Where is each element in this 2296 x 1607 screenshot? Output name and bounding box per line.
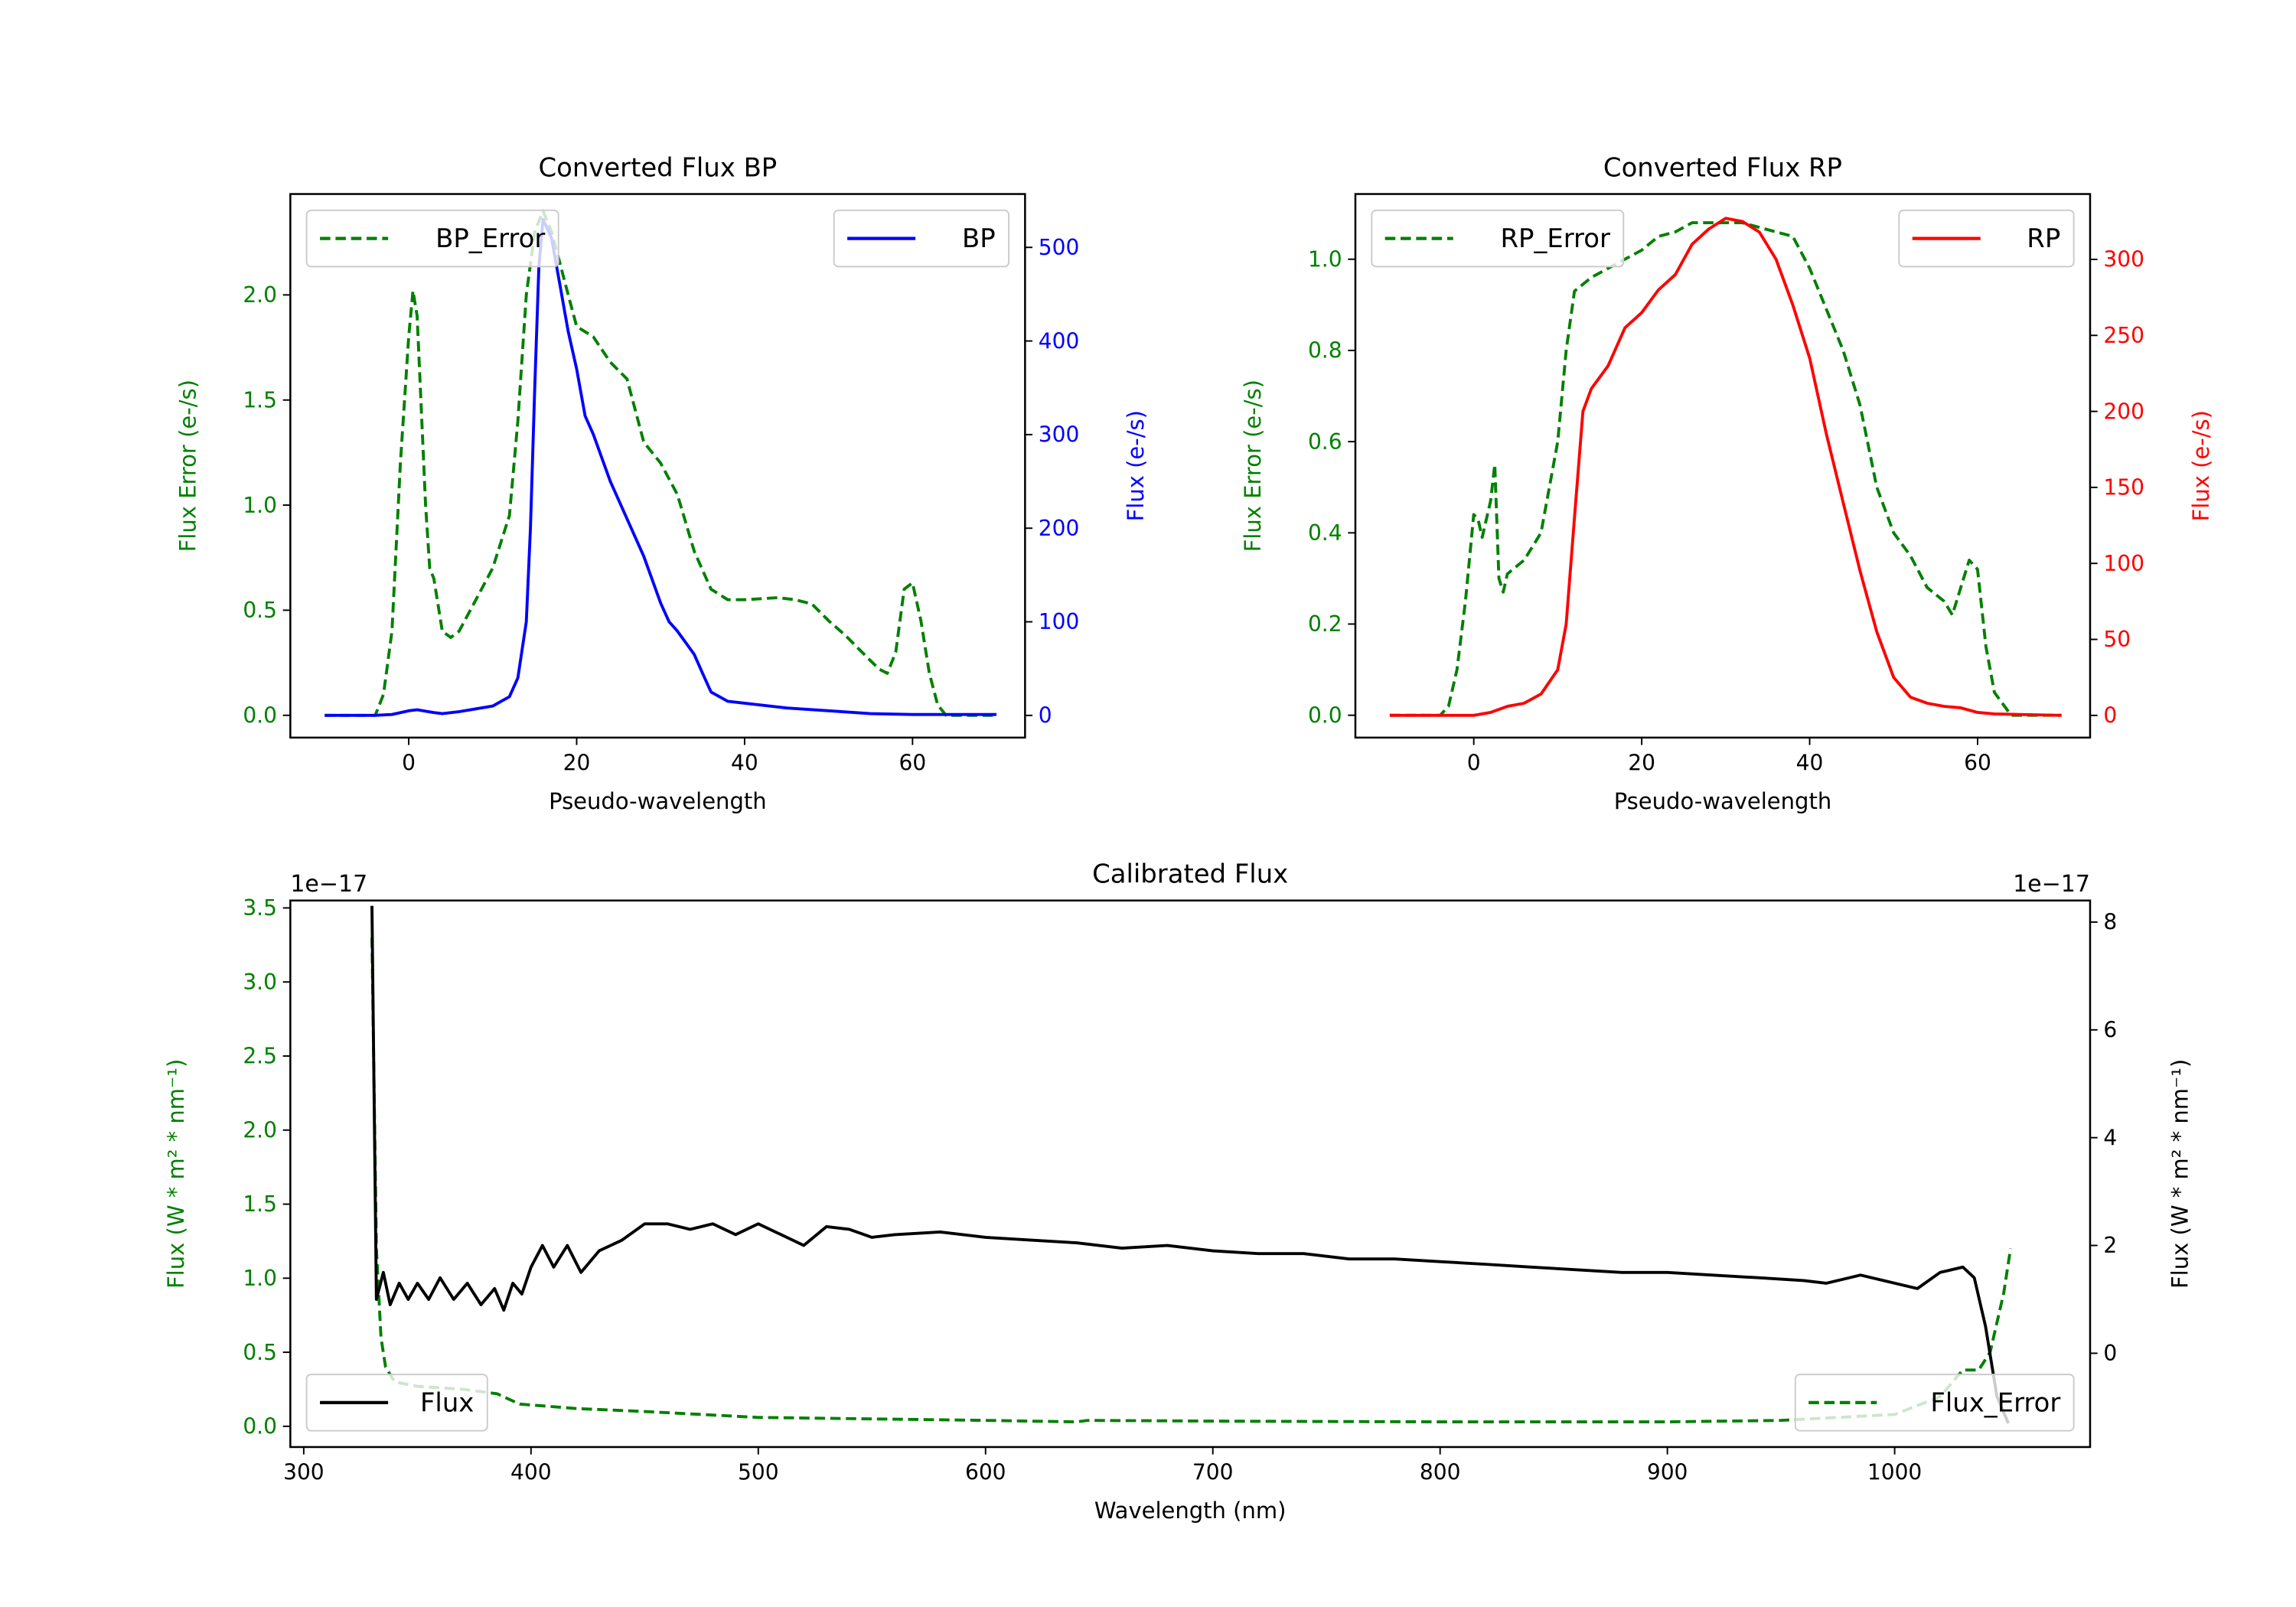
legend-box [1898, 209, 2075, 268]
y-left-tick-label: 2.0 [243, 282, 277, 308]
legend-box [1794, 1374, 2075, 1432]
x-tick-label: 60 [899, 750, 926, 775]
x-tick-label: 900 [1647, 1460, 1688, 1485]
y-right-tick-label: 300 [2103, 247, 2144, 272]
legend-label: BP_Error [435, 223, 545, 253]
y-right-tick-label: 100 [1039, 609, 1080, 634]
legend-box [305, 209, 559, 268]
y-right-tick-label: 0 [2103, 1341, 2117, 1366]
y-right-tick-label: 50 [2103, 627, 2131, 652]
x-tick-label: 700 [1192, 1460, 1234, 1485]
legend-bp-error: BP_Error [305, 209, 559, 268]
y-left-tick-label: 3.5 [243, 895, 277, 921]
legend-label: Flux_Error [1930, 1388, 2060, 1418]
x-tick-label: 20 [1628, 750, 1655, 775]
y-right-tick-label: 500 [1039, 235, 1080, 260]
legend-rp-error: RP_Error [1371, 209, 1625, 268]
legend-label: Flux [420, 1388, 474, 1418]
series-bp [325, 217, 997, 717]
axes-frame [289, 899, 2092, 1449]
x-axis-label: Pseudo-wavelength [1614, 788, 1832, 814]
y-left-tick-label: 3.0 [243, 970, 277, 995]
legend-box [1371, 209, 1625, 268]
y-right-tick-label: 6 [2103, 1017, 2117, 1042]
x-tick-label: 0 [402, 750, 416, 775]
x-tick-label: 300 [283, 1460, 325, 1485]
axes-frame [1354, 193, 2092, 739]
y-left-tick-label: 0.0 [243, 1414, 277, 1439]
x-tick-label: 0 [1467, 750, 1481, 775]
y-left-tick-label: 0.2 [1308, 611, 1342, 637]
y-right-tick-label: 0 [1039, 703, 1052, 729]
y-right-tick-label: 300 [1039, 422, 1080, 448]
legend-label: RP [2027, 223, 2060, 253]
x-tick-label: 60 [1964, 750, 1991, 775]
y-right-axis-label: Flux (W * m² * nm⁻¹) [2167, 1059, 2193, 1289]
x-tick-label: 800 [1420, 1460, 1461, 1485]
x-tick-label: 600 [965, 1460, 1006, 1485]
legend-flux: Flux [305, 1374, 488, 1432]
y-right-axis-label: Flux (e-/s) [2188, 410, 2214, 521]
y-right-tick-label: 150 [2103, 475, 2144, 500]
y-right-tick-label: 4 [2103, 1125, 2117, 1150]
series-bp-error [325, 209, 997, 717]
y-right-tick-label: 200 [2103, 399, 2144, 424]
chart-title: Calibrated Flux [1092, 859, 1288, 889]
legend-box [833, 209, 1010, 268]
y-left-tick-label: 0.5 [243, 1340, 277, 1365]
chart-cal: 300 400 500 600 700 800 900 1000 0.0 0.5 1.0 1.5 2.0… [163, 859, 2193, 1524]
x-tick-label: 400 [510, 1460, 552, 1485]
y-right-tick-label: 8 [2103, 910, 2117, 935]
chart-title: Converted Flux RP [1603, 152, 1842, 182]
y-left-tick-label: 0.5 [243, 598, 277, 623]
y-right-offset-text: 1e−17 [2013, 871, 2090, 898]
x-tick-label: 500 [738, 1460, 779, 1485]
y-right-tick-label: 100 [2103, 551, 2144, 576]
y-left-tick-label: 2.0 [243, 1117, 277, 1143]
y-left-tick-label: 1.0 [243, 493, 277, 518]
y-left-tick-label: 0.8 [1308, 338, 1342, 363]
y-right-tick-label: 200 [1039, 516, 1080, 541]
y-left-tick-label: 2.5 [243, 1044, 277, 1069]
chart-title: Converted Flux BP [538, 152, 777, 182]
y-left-tick-label: 1.5 [243, 387, 277, 412]
y-left-axis-label: Flux Error (e-/s) [1240, 380, 1266, 552]
series-rp [1389, 217, 2062, 717]
y-right-axis-label: Flux (e-/s) [1123, 410, 1149, 521]
y-right-tick-label: 400 [1039, 328, 1080, 354]
series-rp-error [1389, 221, 2062, 717]
legend-rp: RP [1898, 209, 2075, 268]
y-left-tick-label: 0.0 [1308, 702, 1342, 728]
y-right-tick-label: 0 [2103, 703, 2117, 729]
y-left-tick-label: 1.5 [243, 1191, 277, 1217]
y-right-tick-label: 250 [2103, 323, 2144, 348]
x-tick-label: 20 [563, 750, 591, 775]
legend-label: RP_Error [1500, 223, 1609, 253]
series-flux-error [370, 937, 2012, 1423]
y-left-tick-label: 0.6 [1308, 429, 1342, 455]
x-tick-label: 40 [1796, 750, 1824, 775]
x-tick-label: 40 [731, 750, 758, 775]
chart-rp: 0 20 40 60 0.0 0.2 0.4 0.6 0.8 1.0 0 50 100 150 200 250… [1240, 152, 2214, 813]
chart-bp: 0 20 40 60 0.0 0.5 1.0 1.5 2.0 0 100 200 300 400 500 Co… [174, 152, 1149, 813]
y-left-tick-label: 1.0 [1308, 246, 1342, 272]
legend-flux-error: Flux_Error [1794, 1374, 2075, 1432]
axes-frame [289, 193, 1026, 739]
y-left-axis-label: Flux Error (e-/s) [174, 380, 201, 552]
y-left-axis-label: Flux (W * m² * nm⁻¹) [163, 1059, 189, 1289]
y-left-tick-label: 1.0 [243, 1266, 277, 1291]
y-right-tick-label: 2 [2103, 1233, 2117, 1258]
x-axis-label: Wavelength (nm) [1094, 1498, 1287, 1524]
series-flux [370, 905, 2010, 1424]
y-left-offset-text: 1e−17 [290, 871, 367, 898]
y-left-tick-label: 0.0 [243, 702, 277, 728]
legend-box [305, 1374, 488, 1432]
x-tick-label: 1000 [1867, 1460, 1922, 1485]
legend-label: BP [962, 223, 996, 253]
legend-bp: BP [833, 209, 1010, 268]
y-left-tick-label: 0.4 [1308, 520, 1342, 546]
x-axis-label: Pseudo-wavelength [549, 788, 767, 814]
